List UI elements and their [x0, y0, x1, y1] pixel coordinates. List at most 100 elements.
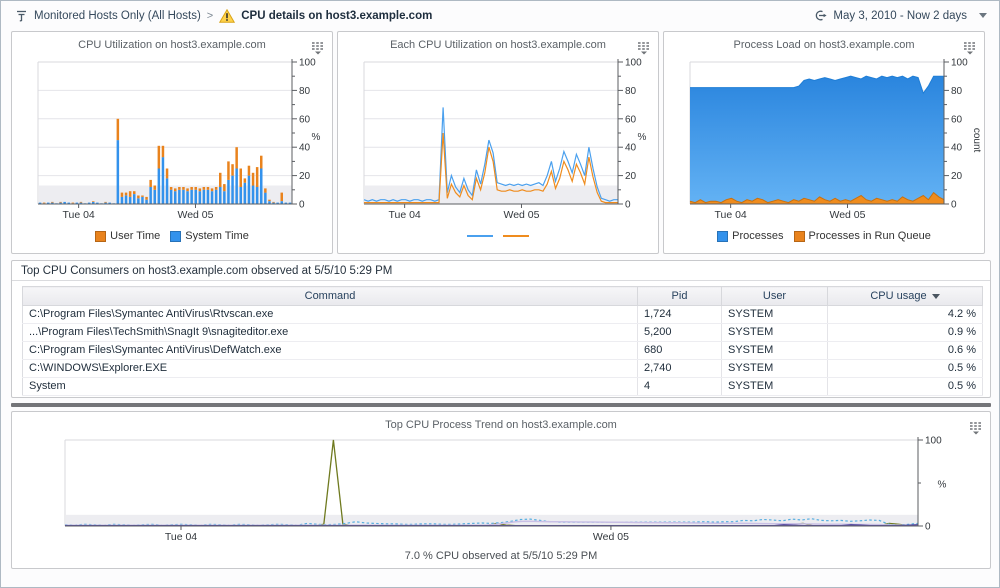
table-row[interactable]: C:\Program Files\Symantec AntiVirus\Rtvs…	[22, 305, 983, 324]
time-range-selector[interactable]: May 3, 2010 - Now 2 days	[813, 9, 987, 22]
column-header-pid[interactable]: Pid	[637, 286, 722, 306]
chart-menu-icon[interactable]	[311, 41, 325, 55]
chart-menu-icon[interactable]	[963, 41, 977, 55]
table-head: Command Pid User CPU usage	[22, 286, 983, 306]
svg-text:60: 60	[625, 114, 637, 125]
column-header-command[interactable]: Command	[22, 286, 638, 306]
svg-text:Tue 04: Tue 04	[388, 209, 420, 221]
cpu-utilization-chart[interactable]: 0 20 40 60 80 100 Tue 04 Wed 05%	[12, 54, 332, 228]
cell-pid: 680	[637, 341, 722, 360]
legend-label: Processes	[732, 230, 784, 242]
legend-swatch	[95, 230, 107, 242]
svg-text:Tue 04: Tue 04	[165, 531, 197, 543]
cell-cpu-usage: 0.6 %	[827, 341, 983, 360]
column-label: CPU usage	[870, 290, 927, 302]
svg-text:80: 80	[625, 86, 637, 97]
cell-user: SYSTEM	[721, 359, 828, 378]
legend-label: User Time	[110, 230, 161, 242]
table-row[interactable]: System 4 SYSTEM 0.5 %	[22, 377, 983, 396]
cell-command: C:\WINDOWS\Explorer.EXE	[22, 359, 638, 378]
cell-user: SYSTEM	[721, 341, 828, 360]
svg-text:20: 20	[299, 171, 311, 182]
svg-text:count: count	[971, 128, 982, 153]
cell-cpu-usage: 0.5 %	[827, 377, 983, 396]
table-title: Top CPU Consumers on host3.example.com o…	[12, 261, 990, 281]
chart-legend: Processes Processes in Run Queue	[664, 228, 984, 244]
svg-text:40: 40	[951, 143, 963, 154]
svg-text:40: 40	[299, 143, 311, 154]
legend-swatch	[467, 235, 493, 237]
cell-command: System	[22, 377, 638, 396]
svg-text:%: %	[312, 132, 321, 143]
svg-text:%: %	[638, 132, 647, 143]
chart-title: Top CPU Process Trend on host3.example.c…	[385, 419, 617, 431]
consumers-table: Command Pid User CPU usage C:\Program Files…	[22, 286, 983, 396]
process-load-chart[interactable]: 0 20 40 60 80 100 Tue 04 Wed 05 count	[664, 54, 984, 228]
table-row[interactable]: C:\WINDOWS\Explorer.EXE 2,740 SYSTEM 0.5 %	[22, 359, 983, 378]
cpu-utilization-panel: CPU Utilization on host3.example.com 0 20…	[11, 31, 333, 254]
svg-text:Wed 05: Wed 05	[829, 209, 865, 221]
cell-pid: 2,740	[637, 359, 722, 378]
legend-item: Processes	[717, 230, 784, 242]
breadcrumb-separator: >	[206, 9, 214, 22]
chart-caption: 7.0 % CPU observed at 5/5/10 5:29 PM	[404, 550, 598, 562]
cell-cpu-usage: 0.5 %	[827, 359, 983, 378]
column-label: Command	[304, 290, 356, 302]
top-cpu-process-trend-panel: Top CPU Process Trend on host3.example.c…	[11, 411, 991, 569]
hierarchy-icon	[15, 10, 28, 22]
column-header-user[interactable]: User	[721, 286, 828, 306]
legend-item	[467, 235, 493, 237]
column-header-cpu-usage[interactable]: CPU usage	[827, 286, 983, 306]
cell-cpu-usage: 0.9 %	[827, 323, 983, 342]
svg-text:40: 40	[625, 143, 637, 154]
legend-label: Processes in Run Queue	[808, 230, 931, 242]
time-range-label[interactable]: May 3, 2010 - Now 2 days	[833, 9, 967, 22]
legend-item	[503, 235, 529, 237]
sort-desc-icon[interactable]	[931, 293, 940, 299]
splitter-bar[interactable]	[11, 403, 991, 407]
top-cpu-consumers-panel: Top CPU Consumers on host3.example.com o…	[11, 260, 991, 398]
svg-text:80: 80	[951, 86, 963, 97]
svg-text:0: 0	[925, 522, 931, 533]
table-row[interactable]: C:\Program Files\Symantec AntiVirus\DefW…	[22, 341, 983, 360]
topbar: Monitored Hosts Only (All Hosts) > CPU d…	[1, 1, 999, 30]
charts-row: CPU Utilization on host3.example.com 0 20…	[11, 31, 991, 254]
legend-item: Processes in Run Queue	[793, 230, 931, 242]
svg-text:Wed 05: Wed 05	[593, 531, 629, 543]
chart-menu-icon[interactable]	[969, 421, 983, 435]
process-load-panel: Process Load on host3.example.com 0 20 40 6…	[663, 31, 985, 254]
cell-pid: 4	[637, 377, 722, 396]
each-cpu-utilization-panel: Each CPU Utilization on host3.example.co…	[337, 31, 659, 254]
svg-text:20: 20	[951, 171, 963, 182]
svg-text:0: 0	[951, 200, 957, 211]
chart-menu-icon[interactable]	[637, 41, 651, 55]
legend-swatch	[503, 235, 529, 237]
svg-text:100: 100	[625, 58, 642, 69]
svg-text:100: 100	[299, 58, 316, 69]
breadcrumb-root[interactable]: Monitored Hosts Only (All Hosts)	[34, 9, 201, 22]
chart-title: CPU Utilization on host3.example.com	[78, 39, 266, 51]
table-row[interactable]: ...\Program Files\TechSmith\SnagIt 9\sna…	[22, 323, 983, 342]
cell-user: SYSTEM	[721, 323, 828, 342]
legend-label: System Time	[185, 230, 249, 242]
chevron-down-icon[interactable]	[979, 13, 987, 18]
breadcrumb: Monitored Hosts Only (All Hosts) > CPU d…	[15, 8, 432, 23]
cell-user: SYSTEM	[721, 377, 828, 396]
chart-legend: User Time System Time	[12, 228, 332, 244]
chart-title: Process Load on host3.example.com	[733, 39, 915, 51]
svg-text:60: 60	[951, 114, 963, 125]
legend-item: User Time	[95, 230, 160, 242]
legend-swatch	[717, 230, 729, 242]
top-cpu-process-trend-chart[interactable]: 0 100 Tue 04 Wed 05%	[13, 434, 989, 550]
svg-text:0: 0	[625, 200, 631, 211]
svg-text:Tue 04: Tue 04	[62, 209, 94, 221]
each-cpu-utilization-chart[interactable]: 0 20 40 60 80 100 Tue 04 Wed 05%	[338, 54, 658, 228]
warning-icon	[219, 8, 236, 23]
cell-pid: 5,200	[637, 323, 722, 342]
svg-text:100: 100	[951, 58, 968, 69]
legend-item: System Time	[170, 230, 249, 242]
cell-user: SYSTEM	[721, 305, 828, 324]
svg-text:20: 20	[625, 171, 637, 182]
svg-text:Tue 04: Tue 04	[714, 209, 746, 221]
